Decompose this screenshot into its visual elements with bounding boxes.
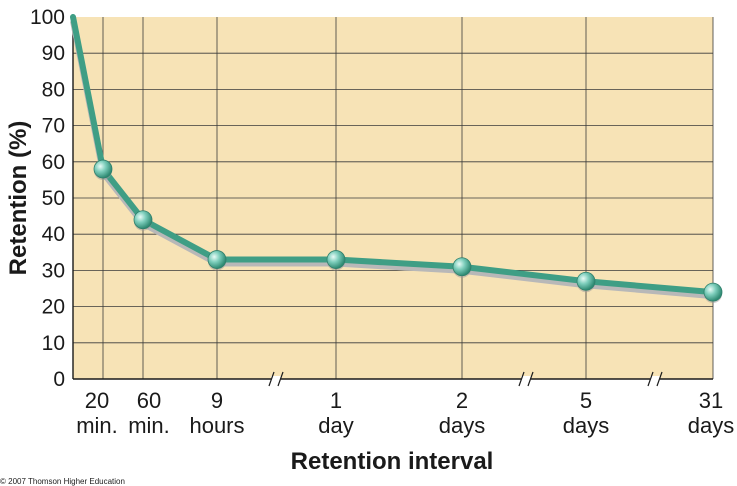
series-line bbox=[70, 14, 716, 296]
y-tick-label: 40 bbox=[42, 223, 65, 246]
y-tick-label: 20 bbox=[42, 296, 65, 319]
x-tick-label: 2 bbox=[456, 388, 468, 413]
y-tick-label: 0 bbox=[53, 368, 65, 391]
x-tick-label: 5 bbox=[580, 388, 592, 413]
data-point bbox=[576, 271, 596, 291]
axis-break-mark bbox=[647, 371, 654, 387]
y-tick-label: 50 bbox=[42, 187, 65, 210]
x-tick-label: hours bbox=[189, 413, 244, 438]
x-tick-label: days bbox=[563, 413, 609, 438]
x-tick-label: day bbox=[318, 413, 353, 438]
y-axis-title: Retention (%) bbox=[5, 121, 32, 276]
y-tick-labels: 0 10 20 30 40 50 60 70 80 90 100 bbox=[30, 6, 65, 391]
x-axis-title: Retention interval bbox=[291, 448, 494, 475]
copyright-credit: © 2007 Thomson Higher Education bbox=[0, 477, 125, 486]
x-tick-label: 31 bbox=[699, 388, 723, 413]
axis-break-mark bbox=[277, 371, 284, 387]
y-tick-label: 80 bbox=[42, 78, 65, 101]
series-retention bbox=[70, 14, 723, 304]
y-tick-label: 10 bbox=[42, 332, 65, 355]
data-point bbox=[93, 159, 113, 179]
axis-break-mark bbox=[656, 371, 663, 387]
axis-break-mark bbox=[518, 371, 525, 387]
gridlines bbox=[73, 17, 714, 379]
data-point bbox=[133, 210, 153, 230]
data-point bbox=[703, 282, 723, 302]
y-tick-label: 60 bbox=[42, 151, 65, 174]
x-tick-label: 20 bbox=[85, 388, 109, 413]
x-tick-label: 1 bbox=[330, 388, 342, 413]
data-point bbox=[452, 257, 472, 277]
x-tick-label: min. bbox=[128, 413, 170, 438]
axis-break-gap bbox=[271, 376, 281, 382]
x-tick-label: 9 bbox=[211, 388, 223, 413]
axis-break-mark bbox=[268, 371, 275, 387]
axis-break-gap bbox=[650, 376, 660, 382]
data-point bbox=[326, 250, 346, 269]
y-tick-label: 70 bbox=[42, 115, 65, 138]
y-tick-label: 30 bbox=[42, 259, 65, 282]
y-tick-label: 90 bbox=[42, 42, 65, 65]
axis-break-gap bbox=[521, 376, 531, 382]
axes bbox=[72, 17, 713, 387]
y-tick-label: 100 bbox=[30, 6, 65, 29]
x-tick-label: 60 bbox=[137, 388, 161, 413]
x-tick-label: min. bbox=[76, 413, 118, 438]
x-tick-label: days bbox=[688, 413, 734, 438]
axis-break-mark bbox=[527, 371, 534, 387]
x-tick-label: days bbox=[439, 413, 485, 438]
data-point bbox=[207, 250, 227, 269]
